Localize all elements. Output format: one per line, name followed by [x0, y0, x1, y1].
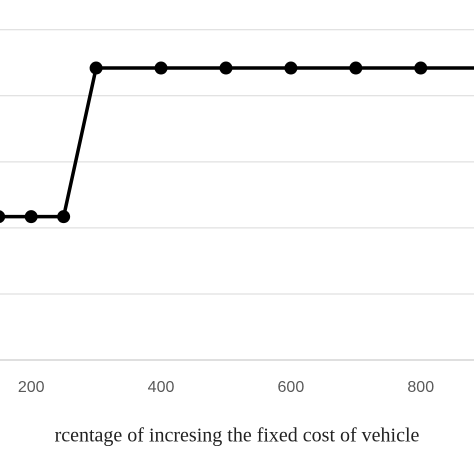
point: [284, 61, 298, 75]
point: [219, 61, 233, 75]
point: [24, 210, 38, 224]
point: [57, 210, 71, 224]
x-tick-label: 800: [407, 379, 434, 396]
x-tick-label: 400: [148, 379, 175, 396]
point: [349, 61, 363, 75]
x-axis-label: rcentage of incresing the fixed cost of …: [55, 425, 420, 447]
point: [0, 210, 6, 224]
point: [414, 61, 428, 75]
x-tick-label: 200: [18, 379, 45, 396]
x-tick-label: 600: [278, 379, 305, 396]
point: [154, 61, 168, 75]
line: [0, 66, 474, 219]
point: [89, 61, 103, 75]
